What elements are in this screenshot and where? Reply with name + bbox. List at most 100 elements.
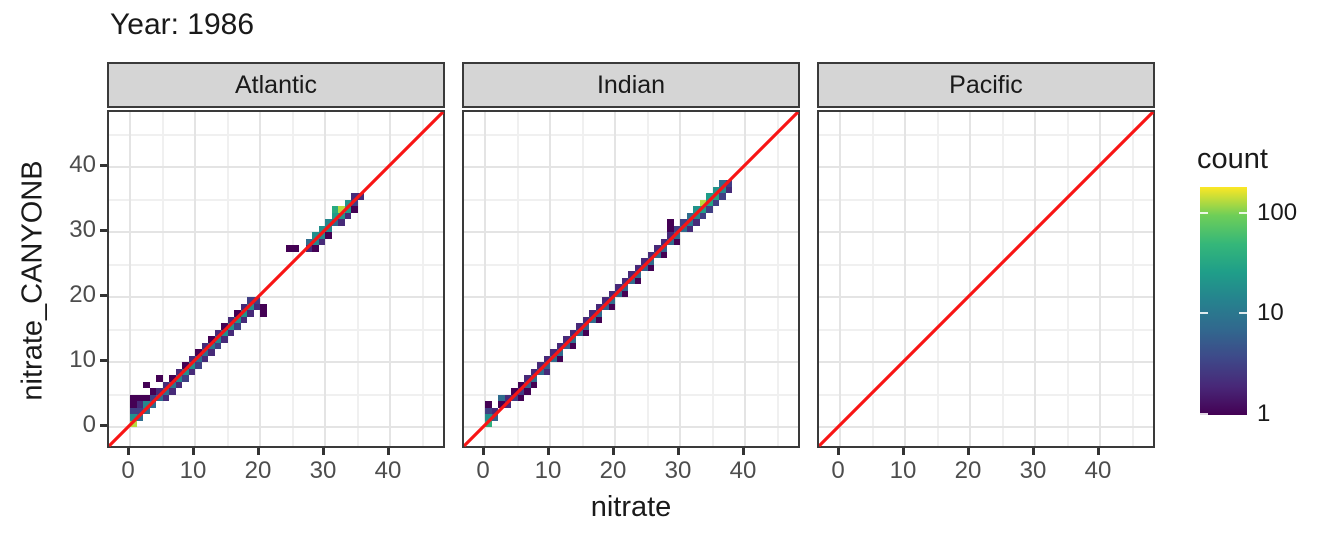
bin-cell [602,297,609,304]
legend-title: count [1197,143,1268,175]
x-tick-mark [837,448,840,455]
bin-cell [569,329,576,336]
plot-title: Year: 1986 [110,8,255,41]
facet-strip-label: Indian [596,70,666,99]
grid-line [819,263,1153,266]
bin-cell [338,206,345,213]
legend-colorbar [1200,187,1247,415]
grid-line [464,296,798,298]
y-tick-label: 20 [69,281,96,308]
x-tick-label: 10 [179,457,207,484]
bin-cell [351,193,358,200]
x-tick-mark [127,448,130,455]
bin-cell [485,414,492,421]
bin-cell [162,394,169,401]
bin-cell [312,245,319,252]
bin-cell [517,381,524,388]
x-axis-title: nitrate [590,491,672,523]
y-tick-label: 0 [82,411,96,438]
grid-line [1099,112,1101,446]
grid-line [819,361,1153,363]
bin-cell [312,232,319,239]
grid-line [776,112,779,446]
facet-strip-label: Pacific [949,70,1023,99]
bin-cell [680,219,687,226]
bin-cell [130,407,137,414]
bin-cell [693,206,700,213]
facet-panel-pacific [817,110,1155,448]
bin-cell [136,407,143,414]
grid-line [819,133,1153,136]
x-tick-mark [612,448,615,455]
bin-cell [156,375,163,382]
bin-cell [214,329,221,336]
facet-strip-pacific: Pacific [817,62,1155,108]
bin-cell [686,212,693,219]
grid-line [356,112,359,446]
grid-line [581,112,584,446]
bin-cell [188,355,195,362]
grid-line [819,296,1153,298]
grid-line [129,112,131,446]
bin-cell [143,394,150,401]
y-tick-label: 10 [69,346,96,373]
bin-cell [550,349,557,356]
bin-cell [247,297,254,304]
grid-line [194,112,196,446]
bin-cell [227,316,234,323]
x-tick-label: 20 [244,457,272,484]
bin-cell [556,355,563,362]
x-tick-mark [257,448,260,455]
bin-cell [182,362,189,369]
grid-line [819,393,1153,396]
bin-cell [491,407,498,414]
bin-cell [667,219,674,226]
bin-cell [641,258,648,265]
grid-line [464,393,798,396]
bin-cell [719,180,726,187]
bin-cell [660,238,667,245]
bin-cell [706,206,713,213]
y-tick-label: 40 [69,151,96,178]
grid-line [744,112,746,446]
bin-cell [699,212,706,219]
grid-line [646,112,649,446]
grid-line [819,231,1153,233]
grid-line [1034,112,1036,446]
x-tick-label: 0 [476,457,490,484]
bin-cell [136,401,143,408]
bin-cell [686,225,693,232]
grid-line [464,426,798,428]
bin-cell [615,284,622,291]
legend-tick-label: 10 [1257,299,1284,326]
bin-cell [214,342,221,349]
bin-cell [595,303,602,310]
grid-line [936,112,939,446]
bin-cell [292,245,299,252]
x-tick-label: 30 [1019,457,1047,484]
bin-cell [673,225,680,232]
grid-line [389,112,391,446]
bin-cell [485,401,492,408]
x-tick-mark [482,448,485,455]
legend-tick-label: 1 [1257,400,1271,427]
legend-tick-mark [1239,212,1247,214]
bin-cell [338,219,345,226]
y-tick-mark [100,164,107,167]
bin-cell [234,323,241,330]
x-tick-mark [547,448,550,455]
grid-line [549,112,551,446]
bin-cell [201,342,208,349]
identity-line [819,112,1155,448]
x-tick-mark [742,448,745,455]
bin-cell [305,238,312,245]
x-tick-label: 20 [954,457,982,484]
bin-cell [530,368,537,375]
bin-cell [660,251,667,258]
bin-cell [227,329,234,336]
grid-line [109,166,443,168]
bin-cell [162,381,169,388]
facet-strip-label: Atlantic [235,70,317,99]
bin-cell [175,368,182,375]
